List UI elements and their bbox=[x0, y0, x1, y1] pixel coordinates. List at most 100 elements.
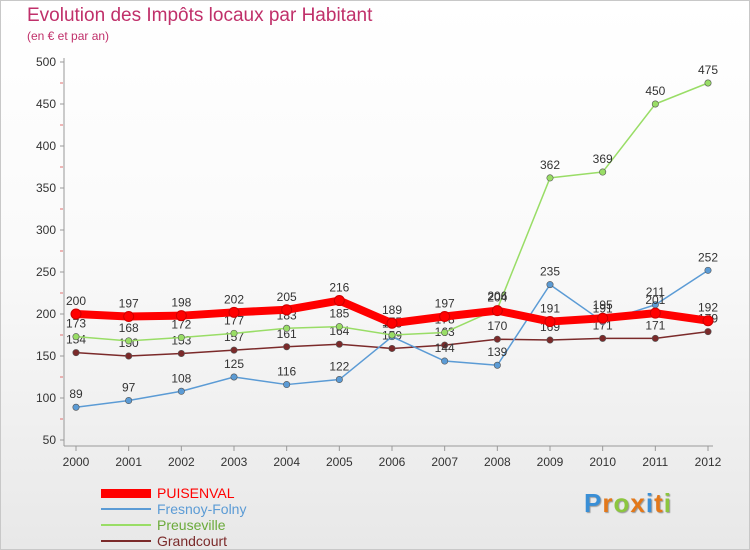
data-label-fresnoy-folny: 144 bbox=[435, 341, 455, 355]
data-point-grandcourt bbox=[335, 340, 343, 348]
data-point-grandcourt bbox=[388, 344, 396, 352]
data-point-fresnoy-folny bbox=[704, 266, 712, 274]
data-label-puisenval: 204 bbox=[487, 291, 507, 305]
proxiti-logo: Proxiti bbox=[584, 488, 672, 519]
y-tick-label: 400 bbox=[36, 139, 56, 153]
y-tick-label: 50 bbox=[43, 433, 57, 447]
data-label-puisenval: 192 bbox=[698, 301, 718, 315]
data-point-grandcourt bbox=[230, 346, 238, 354]
data-point-puisenval bbox=[281, 304, 293, 316]
data-label-fresnoy-folny: 125 bbox=[224, 357, 244, 371]
x-tick-label: 2003 bbox=[221, 455, 248, 469]
logo-letter: i bbox=[645, 488, 655, 518]
x-tick-label: 2005 bbox=[326, 455, 353, 469]
y-tick-label: 350 bbox=[36, 181, 56, 195]
data-point-grandcourt bbox=[493, 335, 501, 343]
logo-letter: i bbox=[663, 488, 672, 518]
data-point-fresnoy-folny bbox=[283, 381, 291, 389]
data-label-preuseville: 168 bbox=[119, 321, 139, 335]
data-point-grandcourt bbox=[441, 341, 449, 349]
y-tick-label: 250 bbox=[36, 265, 56, 279]
data-label-preuseville: 206 bbox=[487, 289, 507, 303]
data-point-preuseville bbox=[177, 334, 185, 342]
data-label-fresnoy-folny: 191 bbox=[593, 302, 613, 316]
data-point-puisenval bbox=[597, 312, 609, 324]
data-point-fresnoy-folny bbox=[125, 397, 133, 405]
chart-legend: PUISENVAL Fresnoy-Folny Preuseville Grandco… bbox=[101, 485, 246, 549]
data-label-fresnoy-folny: 235 bbox=[540, 265, 560, 279]
logo-letter: P bbox=[584, 488, 603, 518]
logo-letter: o bbox=[613, 488, 631, 518]
data-point-fresnoy-folny bbox=[72, 403, 80, 411]
data-point-preuseville bbox=[441, 328, 449, 336]
legend-label: Grandcourt bbox=[157, 533, 228, 549]
data-label-puisenval: 200 bbox=[66, 294, 86, 308]
data-point-grandcourt bbox=[651, 334, 659, 342]
data-point-puisenval bbox=[333, 295, 345, 307]
y-tick-label: 100 bbox=[36, 391, 56, 405]
data-label-preuseville: 177 bbox=[224, 313, 244, 327]
data-point-puisenval bbox=[491, 305, 503, 317]
y-tick-label: 450 bbox=[36, 97, 56, 111]
data-point-puisenval bbox=[702, 315, 714, 327]
data-point-grandcourt bbox=[283, 343, 291, 351]
data-label-puisenval: 202 bbox=[224, 292, 244, 306]
legend-item: Fresnoy-Folny bbox=[101, 501, 246, 517]
data-label-fresnoy-folny: 108 bbox=[171, 371, 191, 385]
legend-label: Fresnoy-Folny bbox=[157, 501, 247, 517]
data-point-puisenval bbox=[70, 308, 82, 320]
data-point-fresnoy-folny bbox=[493, 361, 501, 369]
logo-letter: t bbox=[654, 488, 664, 518]
data-label-preuseville: 475 bbox=[698, 63, 718, 77]
data-point-preuseville bbox=[599, 168, 607, 176]
data-point-preuseville bbox=[335, 323, 343, 331]
x-tick-label: 2011 bbox=[642, 455, 668, 469]
data-point-fresnoy-folny bbox=[546, 281, 554, 289]
chart-title: Evolution des Impôts locaux par Habitant bbox=[27, 5, 373, 26]
data-point-puisenval bbox=[228, 306, 240, 318]
data-label-preuseville: 450 bbox=[645, 84, 665, 98]
data-point-grandcourt bbox=[704, 328, 712, 336]
x-tick-label: 2004 bbox=[273, 455, 300, 469]
data-label-puisenval: 197 bbox=[435, 297, 455, 311]
data-label-puisenval: 197 bbox=[119, 297, 139, 311]
data-point-grandcourt bbox=[599, 334, 607, 342]
logo-letter: r bbox=[602, 488, 614, 518]
y-tick-label: 200 bbox=[36, 307, 56, 321]
legend-item: Grandcourt bbox=[101, 533, 246, 549]
data-point-preuseville bbox=[72, 333, 80, 341]
legend-item: PUISENVAL bbox=[101, 485, 246, 501]
data-label-fresnoy-folny: 139 bbox=[487, 345, 507, 359]
data-label-puisenval: 205 bbox=[277, 290, 297, 304]
data-point-preuseville bbox=[283, 324, 291, 332]
data-label-fresnoy-folny: 116 bbox=[277, 365, 296, 379]
data-point-preuseville bbox=[546, 174, 554, 182]
data-label-puisenval: 189 bbox=[382, 303, 402, 317]
data-point-puisenval bbox=[175, 310, 187, 322]
x-tick-label: 2007 bbox=[431, 455, 458, 469]
x-tick-label: 2006 bbox=[379, 455, 406, 469]
data-label-grandcourt: 171 bbox=[645, 318, 665, 332]
data-label-puisenval: 198 bbox=[171, 296, 191, 310]
logo-letter: x bbox=[630, 488, 646, 518]
data-label-fresnoy-folny: 97 bbox=[122, 381, 136, 395]
x-tick-label: 2008 bbox=[484, 455, 511, 469]
data-point-preuseville bbox=[388, 331, 396, 339]
y-tick-label: 150 bbox=[36, 349, 56, 363]
data-label-puisenval: 216 bbox=[329, 281, 349, 295]
data-label-fresnoy-folny: 252 bbox=[698, 250, 718, 264]
legend-swatch bbox=[101, 488, 151, 498]
data-label-fresnoy-folny: 211 bbox=[646, 285, 665, 299]
data-label-preuseville: 185 bbox=[329, 307, 349, 321]
data-point-preuseville bbox=[125, 337, 133, 345]
y-tick-label: 300 bbox=[36, 223, 56, 237]
data-point-grandcourt bbox=[125, 352, 133, 360]
data-label-fresnoy-folny: 89 bbox=[69, 387, 83, 401]
legend-label: Preuseville bbox=[157, 517, 226, 533]
data-label-puisenval: 195 bbox=[593, 298, 613, 312]
data-label-fresnoy-folny: 122 bbox=[329, 360, 349, 374]
x-tick-label: 2009 bbox=[537, 455, 564, 469]
x-tick-label: 2001 bbox=[115, 455, 142, 469]
